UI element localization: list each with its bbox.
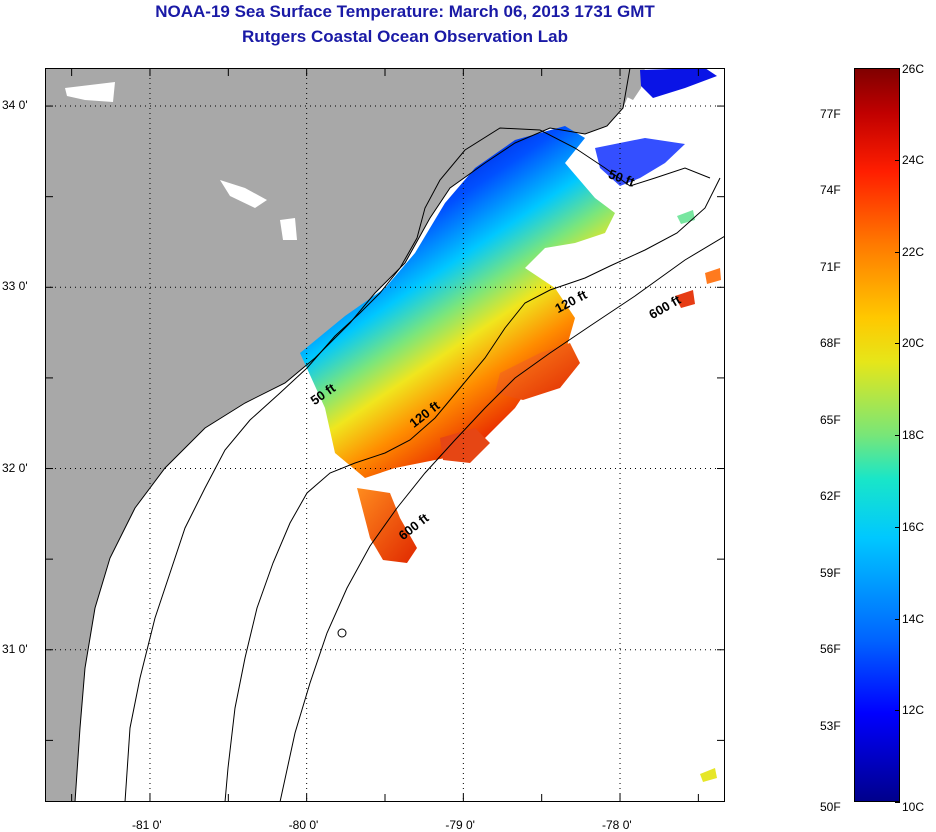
colorbar-fahrenheit-label: 53F <box>820 718 841 733</box>
sst-north-patch <box>595 138 685 186</box>
seamount-contour <box>337 628 347 638</box>
colorbar-tick <box>895 68 900 69</box>
colorbar-tick <box>895 343 900 345</box>
isobath-120ft <box>224 177 721 802</box>
colorbar-fahrenheit-label: 77F <box>820 106 841 121</box>
colorbar-tick <box>895 159 900 161</box>
cloud-gap <box>220 180 267 208</box>
colorbar-fahrenheit-label: 56F <box>820 642 841 657</box>
longitude-label: -79 0' <box>445 818 475 832</box>
colorbar-tick <box>895 251 900 253</box>
colorbar-celsius-label: 10C <box>902 800 925 814</box>
longitude-label: -80 0' <box>288 818 319 832</box>
land-mass <box>45 68 635 802</box>
colorbar-tick <box>895 802 900 803</box>
sst-swath <box>300 126 615 478</box>
colorbar <box>854 68 900 802</box>
graticule <box>45 68 725 802</box>
latitude-label: 34 0' <box>2 98 28 113</box>
colorbar-celsius-label: 20C <box>902 336 925 351</box>
coastline <box>74 68 631 802</box>
colorbar-tick <box>895 526 900 528</box>
colorbar-fahrenheit-label: 50F <box>820 800 841 814</box>
sst-warm-offshore-2 <box>705 268 721 284</box>
colorbar-tick <box>895 618 900 620</box>
sst-warm-offshore <box>675 290 695 308</box>
latitude-label: 33 0' <box>2 279 28 294</box>
colorbar-celsius-label: 24C <box>902 152 925 167</box>
longitude-label: -81 0' <box>131 818 162 832</box>
colorbar-fahrenheit-label: 59F <box>820 565 841 580</box>
colorbar-celsius-label: 12C <box>902 703 925 718</box>
isobath-50ft <box>124 127 711 802</box>
cloud-gap <box>65 82 115 102</box>
colorbar-fahrenheit-label: 74F <box>820 183 841 198</box>
colorbar-fahrenheit-label: 62F <box>820 489 841 504</box>
colorbar-celsius-label: 16C <box>902 519 925 534</box>
isobath-600ft <box>279 235 725 802</box>
sst-north-tip <box>640 68 717 98</box>
map-title: NOAA-19 Sea Surface Temperature: March 0… <box>155 2 655 21</box>
cloud-gap <box>280 218 297 240</box>
colorbar-celsius-label: 14C <box>902 611 925 626</box>
sst-warm-east <box>495 343 580 400</box>
colorbar-celsius-label: 22C <box>902 244 925 259</box>
colorbar-celsius-label: 18C <box>902 428 925 442</box>
colorbar-fahrenheit-label: 71F <box>820 259 841 274</box>
map-frame <box>45 68 725 802</box>
sst-yellow-spot <box>700 768 717 782</box>
colorbar-tick <box>895 435 900 436</box>
colorbar-celsius-label: 26C <box>902 62 925 76</box>
land-north-sliver <box>625 68 645 100</box>
latitude-label: 31 0' <box>2 641 28 656</box>
sst-warm-mid <box>440 428 490 463</box>
longitude-label: -78 0' <box>602 818 632 832</box>
colorbar-fahrenheit-label: 68F <box>820 336 841 351</box>
latitude-label: 32 0' <box>2 460 28 475</box>
colorbar-fahrenheit-label: 65F <box>820 412 841 427</box>
map-subtitle: Rutgers Coastal Ocean Observation Lab <box>242 27 568 46</box>
colorbar-tick <box>895 710 900 712</box>
sst-warm-south <box>357 488 417 563</box>
